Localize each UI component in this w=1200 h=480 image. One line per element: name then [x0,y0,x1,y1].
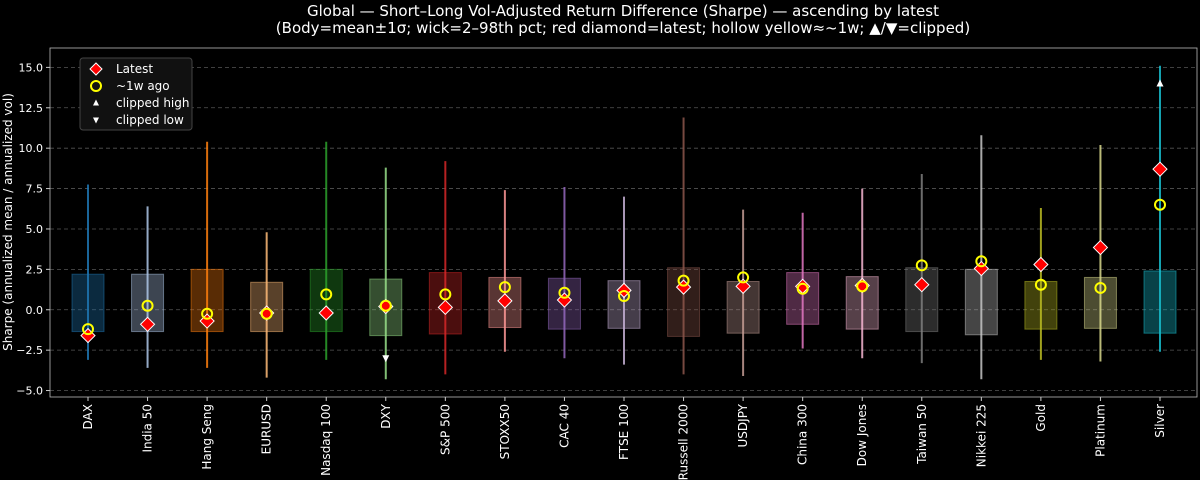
week-ago-marker [618,290,630,303]
x-tick-label: USDJPY [736,403,750,447]
x-tick-label: EURUSD [260,404,274,454]
week-ago-marker [856,280,869,293]
latest-marker [437,299,454,316]
latest-marker [735,278,751,295]
y-tick-label: 0.0 [26,304,44,317]
x-tick-label: S&P 500 [438,404,452,455]
legend-marker [89,62,103,76]
week-ago-marker [439,288,452,301]
y-tick-label: 15.0 [19,61,44,74]
x-tick-label: FTSE 100 [617,404,631,460]
x-tick-label: Silver [1153,404,1167,438]
week-ago-marker [677,274,690,287]
week-ago-marker [498,281,511,294]
week-ago-marker [558,286,571,299]
week-ago-marker [915,259,928,272]
week-ago-marker [737,271,750,284]
week-ago-marker [379,299,392,312]
latest-marker [318,305,334,321]
week-ago-marker [320,288,333,301]
legend-marker [90,80,102,92]
week-ago-marker [1154,198,1166,211]
x-tick-label: India 50 [141,404,155,453]
week-ago-marker [1094,281,1107,294]
clipped-low-marker [382,355,390,363]
latest-marker [914,276,930,293]
y-tick-label: 7.5 [26,183,44,196]
x-tick-label: STOXX50 [498,404,512,459]
x-tick-label: Gold [1034,404,1048,432]
week-ago-marker [260,307,273,320]
y-tick-label: −2.5 [16,344,43,357]
legend-label: clipped high [116,96,189,110]
y-tick-label: 12.5 [19,102,44,115]
week-ago-marker [82,323,94,336]
latest-marker [1152,161,1168,177]
week-ago-marker [141,299,154,312]
latest-marker [497,293,513,309]
x-tick-label: CAC 40 [557,404,571,448]
x-tick-label: China 300 [796,404,810,465]
legend-label: Latest [116,62,153,76]
y-tick-label: 10.0 [19,142,44,155]
week-ago-marker [201,307,214,320]
y-tick-label: 5.0 [26,223,44,236]
chart-title: Global — Short–Long Vol-Adjusted Return … [307,2,939,20]
legend-label: clipped low [116,113,184,127]
week-ago-marker [975,255,988,268]
legend-box [79,57,193,131]
latest-marker [199,313,215,329]
y-tick-label: 2.5 [26,263,44,276]
x-tick-label: Taiwan 50 [915,404,929,465]
x-tick-label: Platinum [1093,404,1107,457]
x-tick-label: Nasdaq 100 [319,404,333,476]
legend-marker [93,117,99,124]
x-tick-label: DXY [379,403,393,428]
legend-marker [93,99,99,106]
x-tick-label: Hang Seng [200,404,214,470]
latest-marker [139,316,156,332]
x-tick-label: Dow Jones [855,404,869,466]
week-ago-marker [796,282,809,295]
legend-label: ~1w ago [116,79,170,93]
x-tick-label: Nikkei 225 [974,404,988,467]
clipped-high-marker [1156,79,1164,87]
y-axis-label: Sharpe (annualized mean / annualized vol… [1,93,15,351]
x-tick-label: Russell 2000 [677,404,691,480]
chart-subtitle: (Body=mean±1σ; wick=2–98th pct; red diam… [276,19,970,37]
latest-marker [1092,239,1109,256]
x-tick-label: DAX [81,404,95,429]
week-ago-marker [1034,278,1047,291]
y-tick-label: −5.0 [16,385,43,398]
latest-marker [1033,256,1049,273]
